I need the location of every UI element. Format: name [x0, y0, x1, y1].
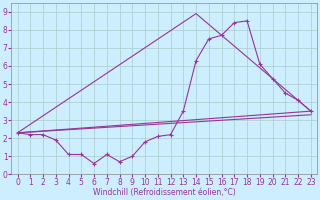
X-axis label: Windchill (Refroidissement éolien,°C): Windchill (Refroidissement éolien,°C) — [93, 188, 236, 197]
